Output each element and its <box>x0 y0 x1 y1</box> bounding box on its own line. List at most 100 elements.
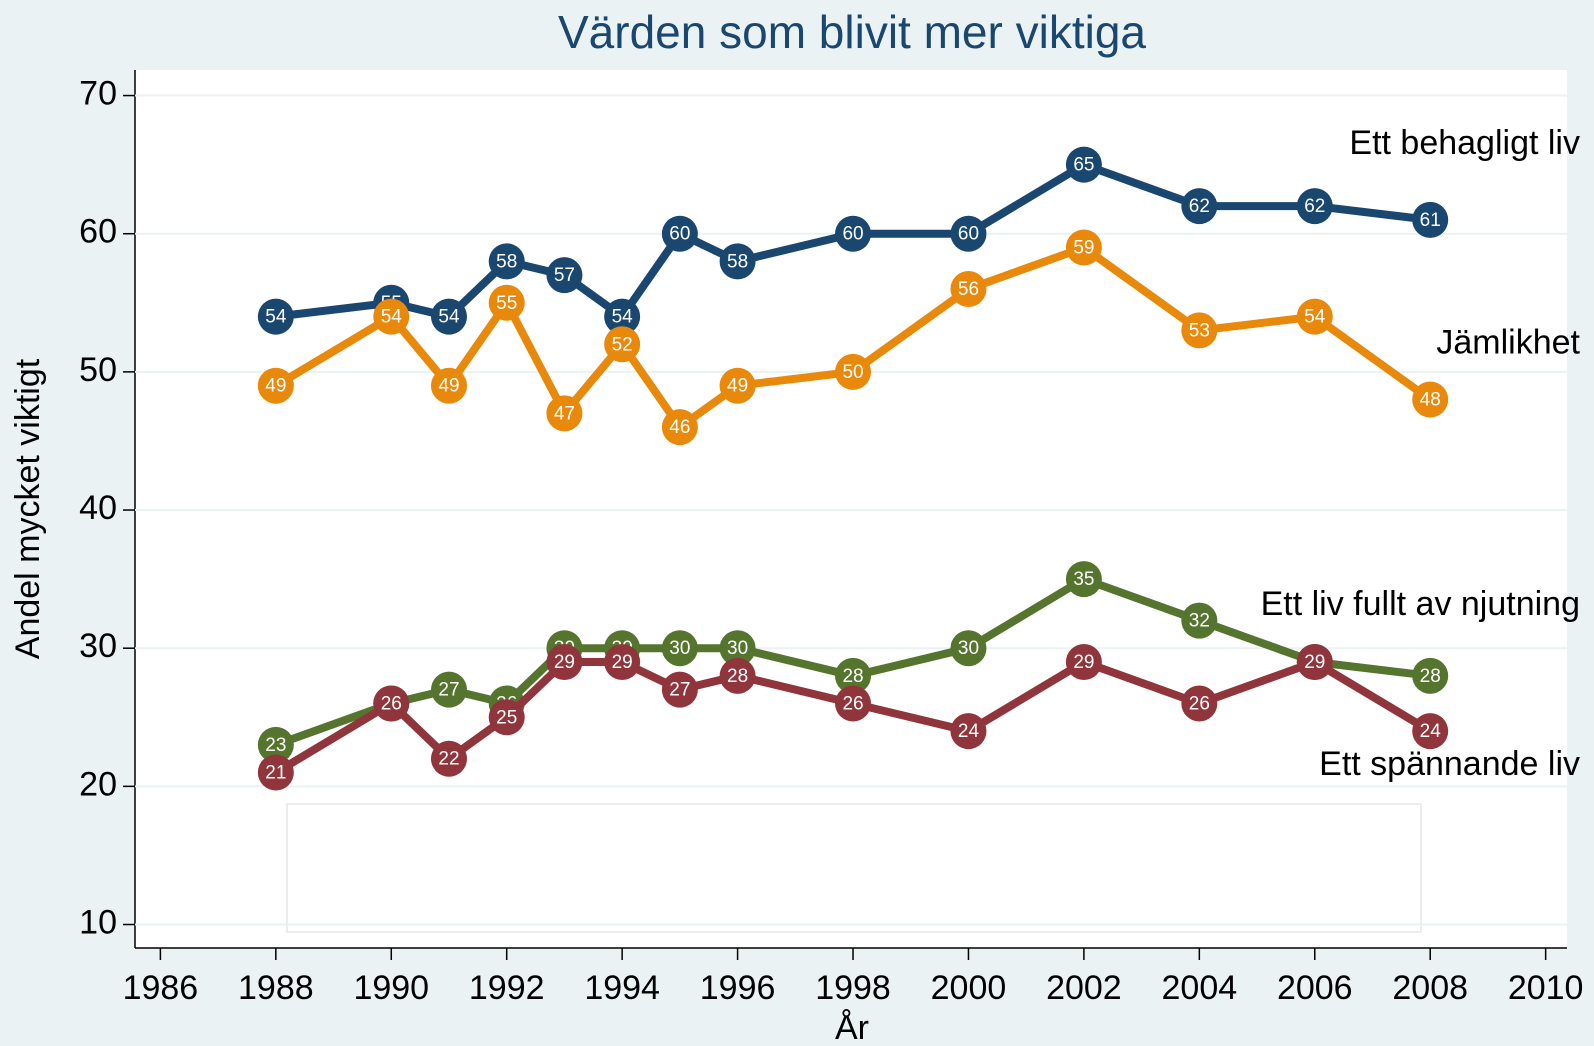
point <box>661 671 698 708</box>
point <box>1296 644 1333 681</box>
data-label: 52 <box>612 334 633 355</box>
series-name: Ett spännande liv <box>1319 745 1580 783</box>
point <box>546 395 583 432</box>
data-label: 26 <box>381 693 402 714</box>
point <box>1181 685 1218 722</box>
data-label: 54 <box>265 307 287 328</box>
data-label: 60 <box>669 224 690 245</box>
point <box>661 630 698 667</box>
point <box>1181 188 1218 225</box>
point <box>604 644 641 681</box>
data-label: 28 <box>1420 666 1441 687</box>
point <box>1181 602 1218 639</box>
point <box>950 215 987 252</box>
data-label: 28 <box>842 666 863 687</box>
data-label: 54 <box>381 307 403 328</box>
point <box>257 298 294 335</box>
point <box>488 243 525 280</box>
data-label: 48 <box>1420 390 1441 411</box>
data-label: 62 <box>1304 196 1325 217</box>
data-label: 46 <box>669 417 690 438</box>
point <box>1412 713 1449 750</box>
data-label: 54 <box>612 307 634 328</box>
point <box>373 685 410 722</box>
data-label: 47 <box>554 403 575 424</box>
data-label: 30 <box>669 638 690 659</box>
data-label: 49 <box>438 376 459 397</box>
x-tick-label: 1988 <box>238 969 314 1007</box>
data-label: 53 <box>1189 320 1210 341</box>
data-label: 26 <box>1189 693 1210 714</box>
y-tick-label: 50 <box>79 351 117 389</box>
y-tick-label: 30 <box>79 627 117 665</box>
x-tick-label: 1994 <box>584 969 660 1007</box>
y-tick-label: 20 <box>79 765 117 803</box>
data-label: 32 <box>1189 611 1210 632</box>
data-label: 27 <box>669 680 690 701</box>
series-name: Jämlikhet <box>1436 323 1580 361</box>
point <box>430 740 467 777</box>
x-tick-label: 1992 <box>469 969 545 1007</box>
y-tick-label: 70 <box>79 75 117 113</box>
data-label: 23 <box>265 735 286 756</box>
x-tick-label: 2010 <box>1508 969 1584 1007</box>
y-tick-label: 10 <box>79 903 117 941</box>
data-label: 54 <box>1304 307 1326 328</box>
x-tick-label: 2000 <box>931 969 1007 1007</box>
data-label: 30 <box>727 638 748 659</box>
data-label: 30 <box>958 638 979 659</box>
data-label: 28 <box>727 666 748 687</box>
point <box>546 644 583 681</box>
data-label: 61 <box>1420 210 1441 231</box>
data-label: 57 <box>554 265 575 286</box>
data-label: 65 <box>1073 155 1094 176</box>
point <box>1065 644 1102 681</box>
y-axis-label: Andel mycket viktigt <box>9 358 47 659</box>
point <box>604 298 641 335</box>
x-tick-label: 1996 <box>700 969 776 1007</box>
data-label: 56 <box>958 279 979 300</box>
x-tick-label: 2006 <box>1277 969 1353 1007</box>
point <box>835 353 872 390</box>
data-label: 62 <box>1189 196 1210 217</box>
x-tick-label: 1998 <box>815 969 891 1007</box>
legend-box <box>286 803 1422 933</box>
x-tick-label: 2004 <box>1162 969 1238 1007</box>
data-label: 60 <box>958 224 979 245</box>
series-name: Ett behagligt liv <box>1349 124 1580 162</box>
data-label: 59 <box>1073 238 1094 259</box>
point <box>1065 561 1102 598</box>
point <box>1412 657 1449 694</box>
point <box>1065 229 1102 266</box>
point <box>950 713 987 750</box>
point <box>661 215 698 252</box>
point <box>488 699 525 736</box>
point <box>430 671 467 708</box>
point <box>257 726 294 763</box>
data-label: 29 <box>1073 652 1094 673</box>
point <box>661 409 698 446</box>
data-label: 58 <box>496 251 517 272</box>
point <box>719 367 756 404</box>
point <box>546 257 583 294</box>
point <box>719 630 756 667</box>
point <box>719 657 756 694</box>
point <box>1065 146 1102 183</box>
y-tick-label: 60 <box>79 213 117 251</box>
y-tick-label: 40 <box>79 489 117 527</box>
point <box>430 298 467 335</box>
chart-title: Värden som blivit mer viktiga <box>558 6 1146 58</box>
x-tick-label: 2008 <box>1392 969 1468 1007</box>
data-label: 49 <box>727 376 748 397</box>
data-label: 55 <box>496 293 517 314</box>
point <box>257 367 294 404</box>
point <box>1412 381 1449 418</box>
data-label: 49 <box>265 376 286 397</box>
point <box>835 657 872 694</box>
x-tick-label: 1986 <box>123 969 199 1007</box>
point <box>430 367 467 404</box>
point <box>950 630 987 667</box>
data-label: 50 <box>842 362 863 383</box>
